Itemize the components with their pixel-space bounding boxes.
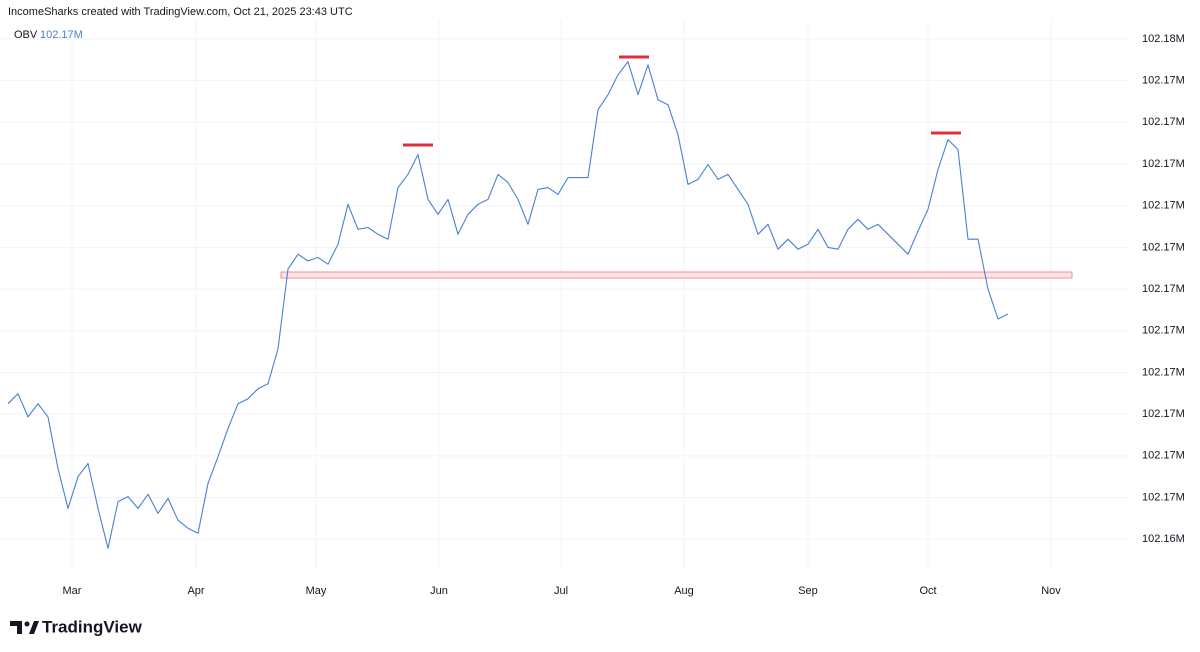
x-tick-label: Apr bbox=[187, 585, 204, 597]
y-tick-label: 102.17M bbox=[1142, 116, 1185, 128]
legend-value: 102.17M bbox=[40, 29, 83, 41]
x-tick-label: Oct bbox=[919, 585, 936, 597]
y-tick-label: 102.17M bbox=[1142, 283, 1185, 295]
y-tick-label: 102.17M bbox=[1142, 366, 1185, 378]
brand: TradingView bbox=[42, 617, 143, 636]
x-tick-label: Nov bbox=[1041, 585, 1061, 597]
y-tick-label: 102.16M bbox=[1142, 533, 1185, 545]
axes: 102.18M 102.17M 102.17M 102.17M 102.17M 102.1… bbox=[63, 33, 1185, 597]
y-tick-label: 102.17M bbox=[1142, 75, 1185, 87]
x-tick-label: Sep bbox=[798, 585, 818, 597]
legend-name: OBV bbox=[14, 29, 38, 41]
support-zone bbox=[280, 271, 1073, 279]
y-tick-label: 102.17M bbox=[1142, 241, 1185, 253]
logo: TradingView bbox=[10, 617, 143, 636]
plot bbox=[7, 61, 1009, 549]
logo-icon bbox=[24, 621, 30, 627]
logo-icon bbox=[29, 621, 39, 634]
y-tick-label: 102.17M bbox=[1142, 491, 1185, 503]
x-tick-label: Mar bbox=[63, 585, 82, 597]
y-tick-label: 102.17M bbox=[1142, 325, 1185, 337]
grid bbox=[0, 20, 1130, 570]
x-tick-label: May bbox=[306, 585, 327, 597]
obv-line bbox=[7, 61, 1009, 549]
x-tick-label: Aug bbox=[674, 585, 694, 597]
y-tick-label: 102.18M bbox=[1142, 33, 1185, 45]
header: IncomeSharks created with TradingView.co… bbox=[8, 6, 353, 18]
y-tick-label: 102.17M bbox=[1142, 408, 1185, 420]
y-tick-label: 102.17M bbox=[1142, 200, 1185, 212]
y-tick-label: 102.17M bbox=[1142, 450, 1185, 462]
x-tick-label: Jul bbox=[554, 585, 568, 597]
y-tick-label: 102.17M bbox=[1142, 158, 1185, 170]
logo-icon bbox=[10, 621, 22, 634]
x-tick-label: Jun bbox=[430, 585, 448, 597]
